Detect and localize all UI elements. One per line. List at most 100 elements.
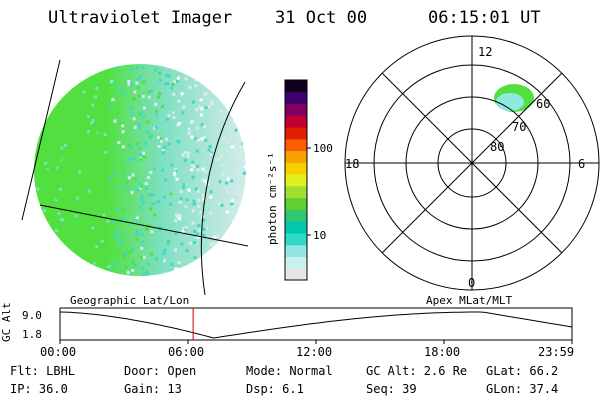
globe-pixel [77, 214, 81, 218]
globe-pixel [127, 80, 131, 83]
globe-pixel [121, 124, 125, 128]
globe-pixel [154, 68, 158, 72]
globe-pixel [108, 105, 112, 109]
globe-pixel [161, 104, 164, 108]
globe-pixel [124, 250, 128, 254]
globe-pixel [166, 82, 170, 86]
globe-pixel [141, 201, 145, 205]
globe-pixel [139, 256, 143, 260]
globe-pixel [193, 229, 197, 233]
globe-pixel [45, 169, 49, 173]
globe-pixel [141, 275, 145, 276]
globe-pixel [139, 185, 143, 189]
globe-pixel [183, 158, 187, 162]
globe-pixel [139, 206, 143, 210]
globe-pixel [226, 191, 230, 194]
globe-pixel [58, 187, 62, 191]
globe-pixel [231, 145, 234, 149]
globe-pixel [202, 227, 206, 231]
globe-pixel [91, 226, 95, 230]
globe-pixel [204, 106, 208, 110]
globe-pixel [62, 136, 66, 140]
globe-pixel [198, 105, 202, 109]
globe-pixel [109, 177, 112, 181]
globe-pixel [191, 120, 195, 123]
globe-pixel [207, 105, 211, 109]
globe-pixel [52, 128, 56, 132]
globe-pixel [139, 111, 143, 115]
colorbar-segment [285, 127, 307, 140]
globe-pixel [130, 191, 134, 195]
globe-pixel [175, 80, 179, 84]
globe-pixel [188, 241, 192, 245]
globe-pixel [197, 204, 201, 208]
globe-pixel [122, 169, 126, 173]
globe-pixel [74, 201, 78, 205]
globe-pixel [116, 112, 120, 116]
globe-pixel [82, 127, 86, 131]
globe-pixel [133, 157, 137, 161]
globe-pixel [161, 151, 165, 155]
globe-pixel [126, 186, 130, 190]
globe-pixel [139, 152, 143, 156]
globe-pixel [187, 188, 191, 192]
globe-pixel [183, 150, 187, 154]
globe-pixel [197, 138, 201, 142]
globe-pixel [135, 81, 139, 85]
globe-pixel [88, 210, 92, 214]
globe-pixel [44, 205, 47, 209]
globe-pixel [89, 84, 93, 88]
globe-pixel [59, 197, 63, 201]
globe-pixel [161, 149, 165, 153]
globe-pixel [181, 229, 185, 233]
info-mode: Mode: Normal [246, 364, 333, 378]
globe-pixel [131, 247, 135, 251]
globe-pixel [210, 242, 214, 246]
globe-pixel [175, 215, 179, 219]
globe-pixel [92, 138, 96, 142]
globe-pixel [113, 119, 117, 123]
globe-pixel [151, 202, 155, 206]
geo-projection-label: Geographic Lat/Lon [70, 294, 190, 307]
globe-pixel [179, 197, 183, 201]
globe-pixel [151, 193, 155, 197]
globe-pixel [111, 240, 115, 243]
globe-pixel [188, 85, 192, 89]
globe-pixel [124, 252, 128, 256]
globe-pixel [193, 256, 197, 260]
globe-pixel [190, 168, 194, 172]
globe-pixel [135, 216, 139, 220]
globe-pixel [194, 84, 198, 88]
globe-pixel [136, 86, 140, 90]
globe-pixel [140, 194, 144, 198]
globe-pixel [231, 205, 235, 208]
globe-pixel [165, 73, 169, 77]
globe-pixel [213, 235, 217, 239]
globe-pixel [186, 154, 190, 158]
globe-pixel [71, 248, 75, 252]
globe-pixel [196, 189, 200, 193]
globe-pixel [154, 257, 158, 261]
colorbar-segment [285, 232, 307, 246]
globe-pixel [153, 213, 157, 217]
globe-pixel [182, 182, 186, 186]
globe-pixel [63, 166, 67, 170]
globe-pixel [58, 157, 62, 161]
globe-pixel [144, 187, 148, 190]
globe-pixel [57, 211, 61, 215]
globe-pixel [185, 198, 189, 202]
colorbar-segment [285, 174, 307, 187]
globe-pixel [92, 262, 96, 266]
timeline-y-label: GC Alt [0, 302, 13, 342]
globe-pixel [220, 155, 224, 159]
apex-projection-label: Apex MLat/MLT [426, 294, 513, 307]
globe-pixel [176, 76, 180, 80]
globe-pixel [118, 249, 122, 253]
globe-pixel [209, 211, 213, 215]
globe-pixel [187, 127, 191, 131]
globe-pixel [182, 105, 186, 109]
globe-pixel [179, 190, 183, 194]
globe-pixel [152, 167, 156, 171]
